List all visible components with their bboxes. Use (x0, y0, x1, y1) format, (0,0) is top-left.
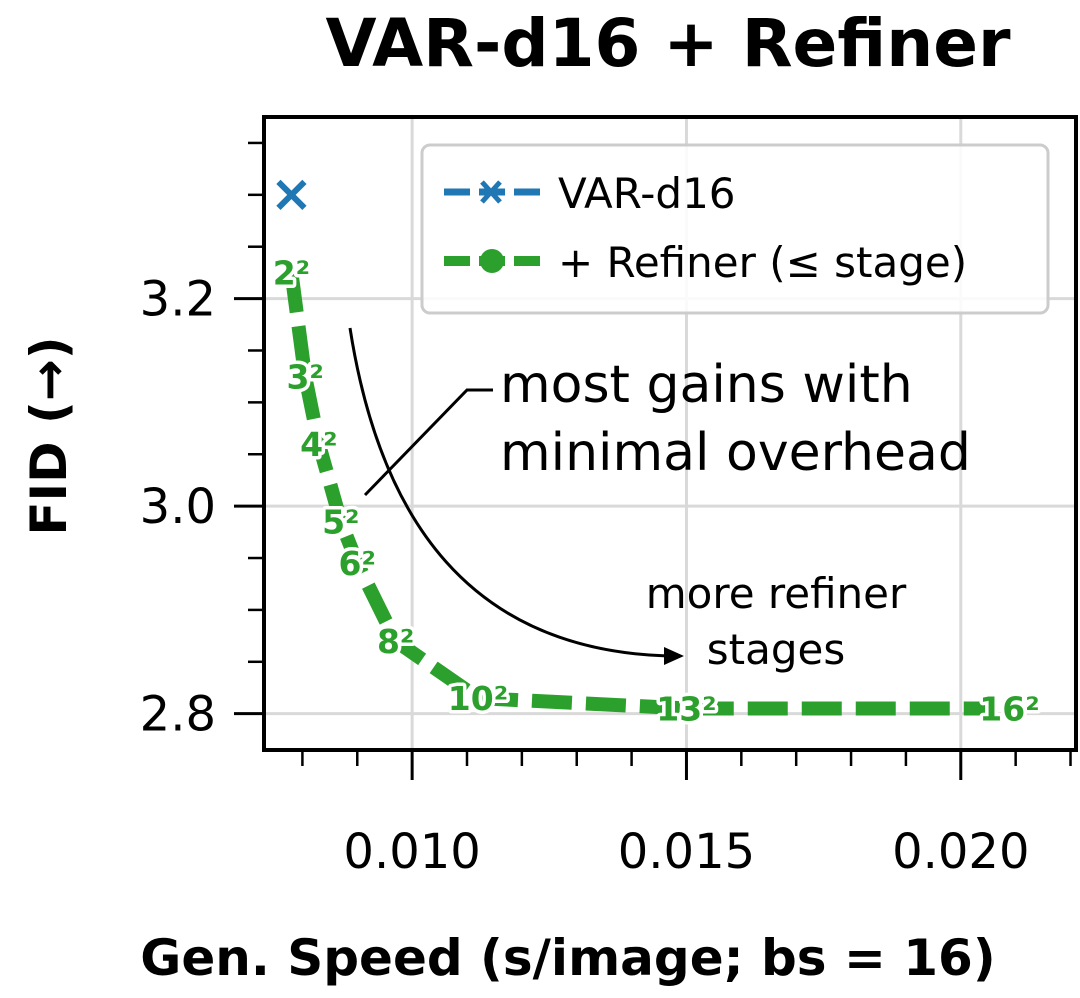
annotations: most gains with minimal overhead more refi… (348, 327, 971, 674)
refiner-point-label-4: 6² (339, 544, 376, 583)
refiner-point-label-1: 3² (286, 357, 323, 396)
legend-swatch-refiner-marker (480, 249, 504, 273)
legend-label-baseline: VAR-d16 (558, 169, 736, 218)
baseline-point (276, 179, 307, 210)
y-tick-label-0: 2.8 (140, 687, 216, 743)
x-tick-label-1: 0.015 (618, 824, 755, 880)
ticks: 0.010 0.015 0.020 2.8 3.0 3.2 (140, 141, 1072, 880)
legend: VAR-d16 + Refiner (≤ stage) (420, 143, 1050, 315)
refiner-series-line (284, 271, 994, 716)
chart-title: VAR-d16 + Refiner (325, 5, 1010, 82)
refiner-point-label-2: 4² (300, 425, 337, 464)
legend-box (420, 143, 1050, 315)
legend-label-refiner: + Refiner (≤ stage) (558, 238, 967, 287)
y-tick-label-1: 3.0 (140, 479, 216, 535)
annotation-gains-line-1: most gains with (500, 355, 913, 415)
refiner-point-label-8: 16² (979, 689, 1039, 728)
annotation-stages-line-2: stages (707, 625, 845, 674)
refiner-point-label-5: 8² (377, 622, 414, 661)
refiner-point-label-6: 10² (448, 679, 508, 718)
plot-frame (262, 115, 1078, 752)
annotation-stages-line-1: more refiner (646, 569, 907, 618)
refiner-point-label-3: 5² (322, 503, 359, 542)
annotation-stages-arrow (348, 327, 669, 658)
y-tick-label-2: 3.2 (140, 272, 216, 328)
annotation-gains-leader (363, 388, 493, 497)
annotation-stages-arrowhead (664, 647, 684, 665)
legend-swatch-baseline-marker-b (480, 180, 502, 204)
x-tick-label-0: 0.010 (343, 824, 480, 880)
annotation-gains-line-2: minimal overhead (500, 423, 971, 483)
y-axis-label: FID (→) (20, 336, 78, 535)
x-axis-label: Gen. Speed (s/image; bs = 16) (140, 929, 995, 987)
refiner-point-label-0: 2² (273, 254, 310, 293)
x-tick-label-2: 0.020 (892, 824, 1029, 880)
refiner-point-label-7: 13² (656, 689, 716, 728)
baseline-marker-stroke-b (276, 179, 307, 210)
